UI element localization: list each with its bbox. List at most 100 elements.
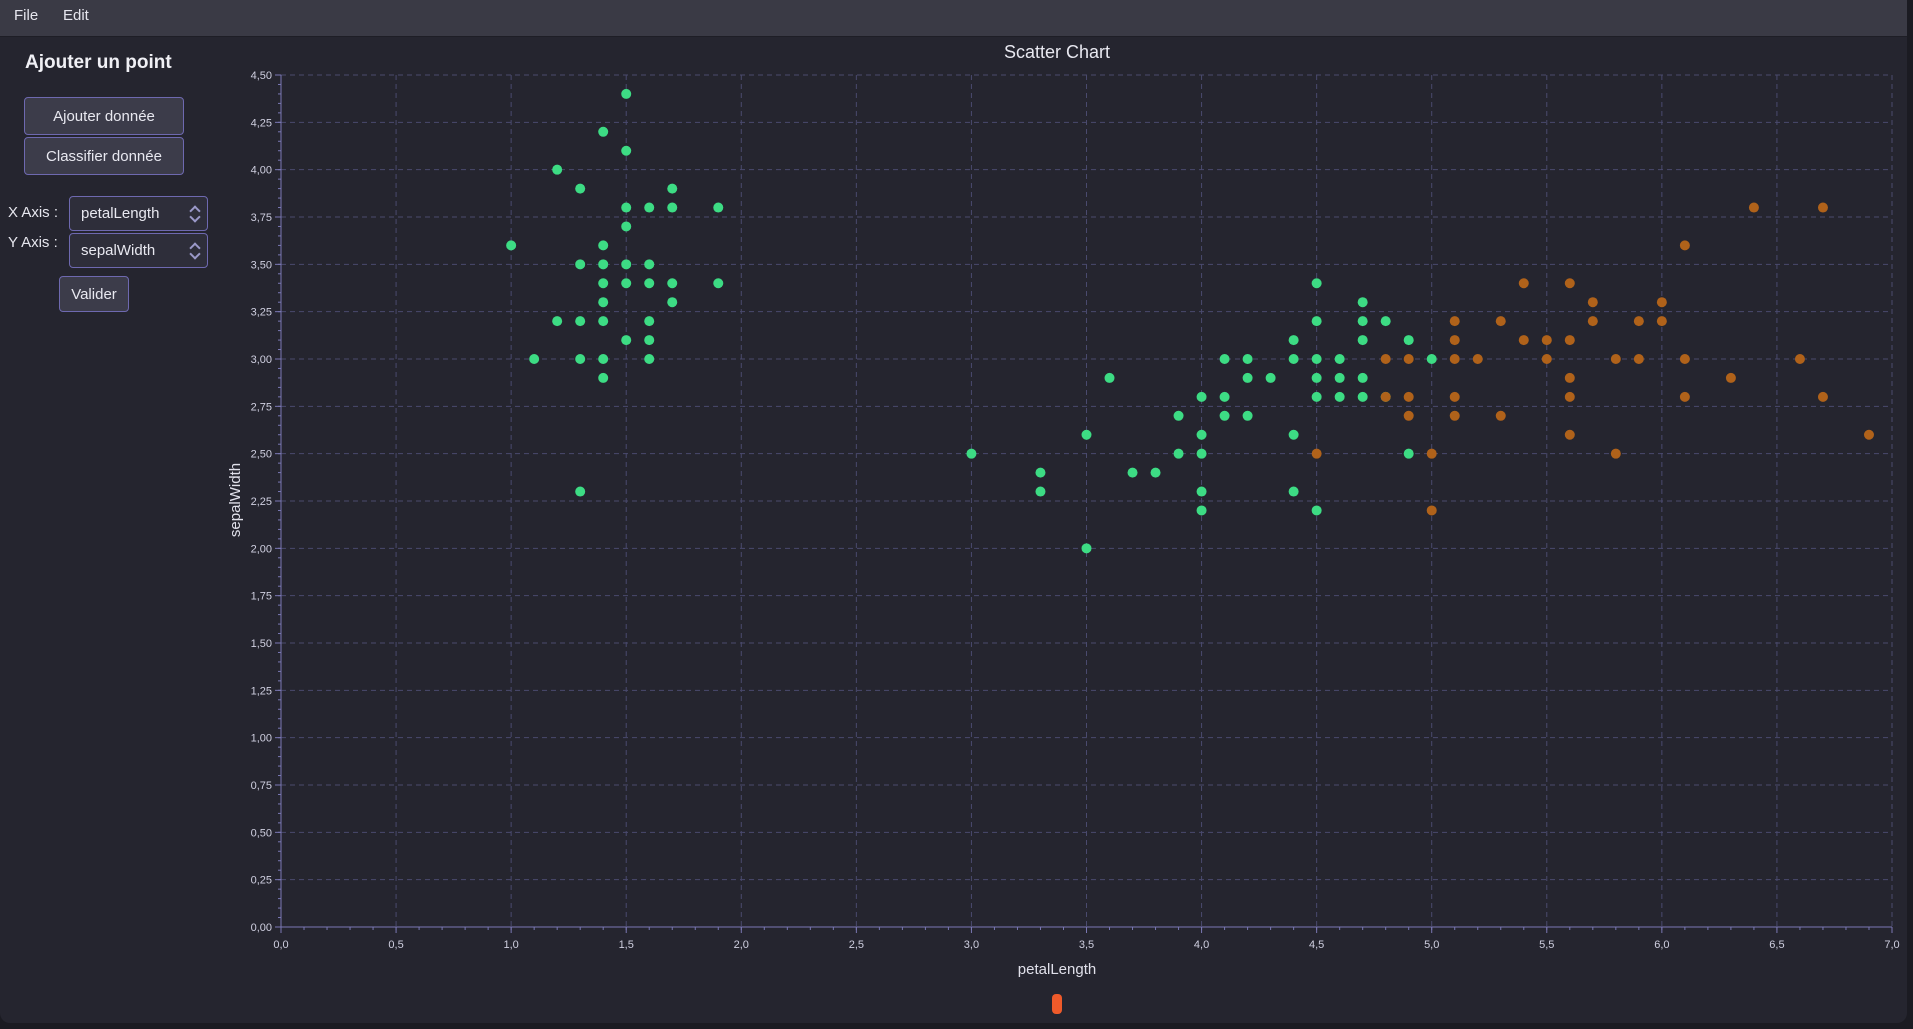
data-point-green[interactable]	[713, 202, 724, 213]
data-point-green[interactable]	[1127, 467, 1138, 478]
data-point-green[interactable]	[644, 259, 655, 270]
data-point-green[interactable]	[644, 316, 655, 327]
data-point-green[interactable]	[644, 354, 655, 364]
data-point-green[interactable]	[1081, 543, 1092, 554]
data-point-orange[interactable]	[1679, 354, 1690, 364]
data-point-green[interactable]	[1288, 429, 1299, 440]
data-point-orange[interactable]	[1794, 354, 1805, 364]
data-point-orange[interactable]	[1587, 297, 1598, 308]
data-point-green[interactable]	[598, 259, 609, 270]
data-point-green[interactable]	[1288, 354, 1299, 364]
data-point-green[interactable]	[1196, 486, 1207, 497]
data-point-green[interactable]	[1219, 410, 1230, 421]
data-point-orange[interactable]	[1449, 316, 1460, 327]
data-point-green[interactable]	[1357, 297, 1368, 308]
data-point-orange[interactable]	[1311, 448, 1322, 459]
data-point-green[interactable]	[1426, 354, 1437, 364]
data-point-green[interactable]	[667, 297, 678, 308]
data-point-orange[interactable]	[1449, 410, 1460, 421]
data-point-green[interactable]	[575, 486, 586, 497]
data-point-orange[interactable]	[1541, 335, 1552, 346]
data-point-orange[interactable]	[1426, 448, 1437, 459]
data-point-green[interactable]	[598, 297, 609, 308]
data-point-green[interactable]	[575, 354, 586, 364]
data-point-orange[interactable]	[1748, 202, 1759, 213]
data-point-green[interactable]	[1380, 316, 1391, 327]
data-point-orange[interactable]	[1403, 391, 1414, 402]
data-point-orange[interactable]	[1656, 297, 1667, 308]
menu-file[interactable]: File	[14, 7, 39, 24]
data-point-green[interactable]	[1196, 391, 1207, 402]
data-point-green[interactable]	[575, 259, 586, 270]
data-point-orange[interactable]	[1587, 316, 1598, 327]
data-point-orange[interactable]	[1380, 391, 1391, 402]
data-point-green[interactable]	[1150, 467, 1161, 478]
data-point-green[interactable]	[529, 354, 540, 364]
data-point-green[interactable]	[575, 316, 586, 327]
data-point-green[interactable]	[1035, 486, 1046, 497]
data-point-green[interactable]	[552, 316, 563, 327]
data-point-orange[interactable]	[1863, 429, 1874, 440]
data-point-orange[interactable]	[1679, 391, 1690, 402]
data-point-green[interactable]	[1311, 505, 1322, 516]
data-point-orange[interactable]	[1564, 372, 1575, 383]
data-point-orange[interactable]	[1817, 391, 1828, 402]
data-point-green[interactable]	[598, 240, 609, 251]
data-point-green[interactable]	[1311, 354, 1322, 364]
data-point-orange[interactable]	[1610, 354, 1621, 364]
data-point-orange[interactable]	[1656, 316, 1667, 327]
data-point-green[interactable]	[1196, 448, 1207, 459]
data-point-green[interactable]	[1311, 278, 1322, 289]
data-point-orange[interactable]	[1449, 354, 1460, 364]
data-point-orange[interactable]	[1564, 278, 1575, 289]
validate-button[interactable]: Valider	[59, 276, 129, 312]
x-axis-select[interactable]: petalLength	[69, 196, 208, 231]
data-point-green[interactable]	[966, 448, 977, 459]
data-point-orange[interactable]	[1495, 410, 1506, 421]
data-point-orange[interactable]	[1472, 354, 1483, 364]
data-point-orange[interactable]	[1449, 391, 1460, 402]
data-point-green[interactable]	[621, 221, 632, 232]
data-point-orange[interactable]	[1633, 316, 1644, 327]
data-point-green[interactable]	[1288, 335, 1299, 346]
data-point-orange[interactable]	[1426, 505, 1437, 516]
data-point-green[interactable]	[1288, 486, 1299, 497]
data-point-orange[interactable]	[1633, 354, 1644, 364]
data-point-green[interactable]	[621, 259, 632, 270]
data-point-orange[interactable]	[1380, 354, 1391, 364]
data-point-green[interactable]	[644, 278, 655, 289]
data-point-green[interactable]	[667, 183, 678, 194]
data-point-green[interactable]	[644, 335, 655, 346]
data-point-orange[interactable]	[1564, 335, 1575, 346]
data-point-green[interactable]	[1311, 316, 1322, 327]
data-point-green[interactable]	[713, 278, 724, 289]
data-point-green[interactable]	[1219, 354, 1230, 364]
data-point-orange[interactable]	[1449, 335, 1460, 346]
data-point-orange[interactable]	[1495, 316, 1506, 327]
data-point-green[interactable]	[1334, 372, 1345, 383]
data-point-green[interactable]	[1196, 505, 1207, 516]
add-data-button[interactable]: Ajouter donnée	[24, 97, 184, 135]
data-point-orange[interactable]	[1541, 354, 1552, 364]
data-point-green[interactable]	[598, 278, 609, 289]
data-point-green[interactable]	[621, 145, 632, 156]
data-point-green[interactable]	[598, 316, 609, 327]
data-point-green[interactable]	[1334, 391, 1345, 402]
data-point-green[interactable]	[1035, 467, 1046, 478]
data-point-orange[interactable]	[1518, 335, 1529, 346]
data-point-green[interactable]	[1403, 335, 1414, 346]
data-point-green[interactable]	[598, 354, 609, 364]
data-point-green[interactable]	[621, 88, 632, 99]
data-point-green[interactable]	[1242, 354, 1253, 364]
data-point-green[interactable]	[575, 183, 586, 194]
data-point-orange[interactable]	[1403, 410, 1414, 421]
data-point-orange[interactable]	[1610, 448, 1621, 459]
data-point-orange[interactable]	[1518, 278, 1529, 289]
data-point-green[interactable]	[598, 372, 609, 383]
data-point-orange[interactable]	[1403, 354, 1414, 364]
data-point-green[interactable]	[667, 202, 678, 213]
data-point-green[interactable]	[552, 164, 563, 175]
data-point-green[interactable]	[1311, 391, 1322, 402]
data-point-green[interactable]	[1242, 372, 1253, 383]
data-point-green[interactable]	[1173, 410, 1184, 421]
